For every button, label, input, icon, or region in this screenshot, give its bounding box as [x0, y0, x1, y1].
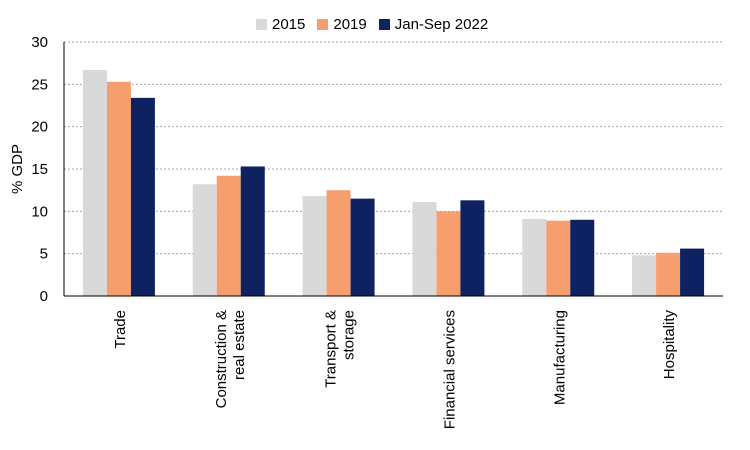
- category-label: Financial services: [441, 310, 458, 429]
- category-labels: Trade Construction &real estate Transport …: [112, 310, 678, 430]
- bar-jan-sep-2022: [350, 198, 375, 296]
- bar-2019: [326, 190, 351, 296]
- legend-label-2022: Jan-Sep 2022: [394, 16, 489, 33]
- bar-jan-sep-2022: [680, 248, 705, 296]
- bar-2015: [522, 218, 547, 296]
- bar-jan-sep-2022: [130, 97, 155, 296]
- bar-jan-sep-2022: [240, 166, 265, 296]
- y-tick-label: 0: [40, 288, 48, 305]
- bar-2015: [82, 69, 107, 296]
- bar-2015: [412, 202, 437, 296]
- legend-swatch-2022: [378, 19, 390, 30]
- y-tick-label: 25: [31, 76, 48, 93]
- legend-label-2019: 2019: [333, 16, 367, 33]
- bar-jan-sep-2022: [460, 200, 485, 296]
- legend-label-2015: 2015: [272, 16, 306, 33]
- bar-2019: [106, 81, 131, 296]
- category-label: Transport &storage: [323, 310, 358, 388]
- y-tick-label: 5: [40, 246, 48, 263]
- category-label: Manufacturing: [551, 310, 568, 405]
- legend-item-2019: 2019: [317, 16, 367, 33]
- category-label: Trade: [112, 310, 129, 349]
- bar-2019: [216, 175, 241, 296]
- legend-item-2015: 2015: [256, 16, 305, 33]
- bar-2015: [302, 196, 327, 296]
- bar-2015: [632, 255, 657, 296]
- y-tick-labels: 0 5 10 15 20 25 30: [31, 34, 48, 305]
- legend-swatch-2015: [256, 19, 267, 30]
- legend-item-2022: Jan-Sep 2022: [378, 16, 489, 33]
- category-label: Construction &real estate: [213, 310, 248, 408]
- y-tick-label: 20: [31, 119, 48, 136]
- bar-2015: [192, 184, 217, 296]
- legend: 2015 2019 Jan-Sep 2022: [256, 16, 500, 33]
- category-label: Hospitality: [661, 310, 678, 380]
- legend-swatch-2019: [317, 19, 329, 30]
- y-tick-label: 10: [31, 203, 48, 220]
- bar-2019: [436, 211, 461, 296]
- bars: [82, 69, 705, 296]
- y-tick-label: 15: [31, 161, 48, 178]
- axes: [63, 42, 723, 297]
- bar-jan-sep-2022: [570, 219, 595, 296]
- y-axis-label: % GDP: [9, 144, 26, 194]
- gridlines: [64, 41, 723, 255]
- bar-2019: [546, 220, 571, 296]
- bar-2019: [656, 252, 681, 296]
- y-tick-label: 30: [31, 34, 48, 51]
